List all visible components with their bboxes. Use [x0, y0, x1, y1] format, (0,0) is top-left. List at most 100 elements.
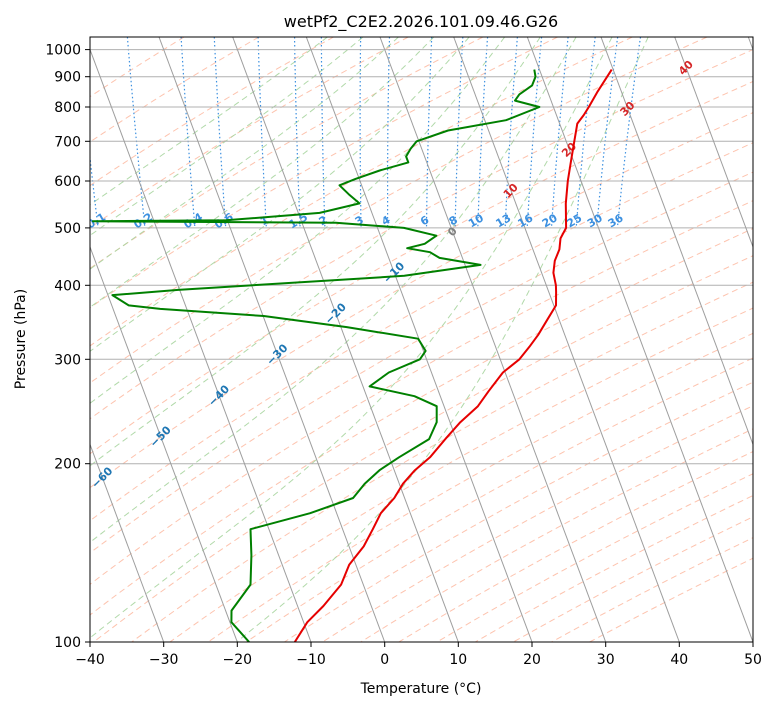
mixing-ratio-line: [596, 37, 619, 228]
isotherm-label: −10: [381, 259, 408, 286]
dry-adiabat-line: [474, 494, 753, 642]
dry-adiabat-line: [90, 142, 753, 522]
x-tick-label: 30: [597, 652, 615, 668]
x-tick-label: 0: [380, 652, 389, 668]
x-tick-label: −20: [223, 652, 253, 668]
mixing-ratio-label: 6: [418, 213, 431, 228]
isotherm-line: [90, 48, 312, 642]
isotherm-label: −40: [206, 382, 233, 409]
moist-adiabat-line: [90, 37, 541, 467]
dry-adiabat-line: [284, 381, 753, 642]
dry-adiabat-line: [207, 332, 753, 642]
y-tick-label: 600: [54, 174, 81, 190]
mixing-ratio-label: 3: [353, 213, 366, 228]
mixing-ratio-line: [387, 37, 391, 228]
mixing-ratio-line: [90, 152, 99, 228]
plot-frame: [89, 36, 754, 643]
x-tick-label: −40: [75, 652, 105, 668]
dry-adiabat-line: [90, 171, 753, 554]
isotherm-label: 30: [618, 99, 638, 119]
isotherm-label: −70: [30, 505, 57, 532]
y-tick-label: 900: [54, 70, 81, 86]
isotherm-line: [600, 37, 753, 446]
dry-adiabat-line: [90, 37, 484, 269]
y-tick-label: 800: [54, 100, 81, 116]
moist-adiabat-line: [90, 37, 328, 206]
isotherm-line: [526, 37, 753, 642]
y-tick-label: 500: [54, 221, 81, 237]
isotherm-label: 40: [676, 58, 696, 78]
y-tick-label: 700: [54, 134, 81, 150]
dewpoint-line: [91, 69, 541, 642]
dry-adiabat-line: [131, 281, 753, 642]
isotherm-line: [90, 443, 165, 642]
x-axis: −40 −30 −20 −10 0 10 20 30 40 50: [75, 642, 762, 668]
mixing-ratio-line: [616, 37, 642, 228]
isotherm-label: −20: [322, 300, 349, 327]
isotherm-label: −50: [147, 423, 174, 450]
isotherm-line: [674, 37, 753, 249]
y-tick-label: 100: [54, 635, 81, 651]
isobar-gridlines: [90, 49, 753, 642]
isotherms: [90, 37, 753, 642]
dry-adiabat-line: [90, 227, 753, 616]
x-axis-title: Temperature (°C): [360, 681, 482, 697]
y-tick-label: 300: [54, 352, 81, 368]
isotherm-label: −30: [264, 341, 291, 368]
moist-adiabat-line: [90, 37, 399, 270]
dry-adiabat-line: [513, 516, 753, 642]
mixing-ratio-label: 1: [258, 213, 271, 228]
dry-adiabat-line: [90, 37, 558, 309]
dry-adiabat-line: [245, 357, 753, 642]
y-axis: 100 200 300 400 500 600 700 800 900 1000: [45, 43, 90, 651]
mixing-ratio-label: 2: [317, 213, 330, 228]
dry-adiabats: [90, 37, 753, 642]
moist-adiabat-line: [90, 37, 577, 543]
moist-adiabat-line: [90, 37, 435, 308]
isotherm-line: [453, 37, 680, 642]
dry-adiabat-line: [90, 37, 708, 384]
dry-adiabat-line: [360, 428, 753, 642]
moist-adiabats: [90, 37, 649, 642]
x-tick-label: −30: [149, 652, 179, 668]
isotherm-line: [747, 37, 753, 52]
dry-adiabat-line: [322, 405, 753, 642]
isotherm-line: [90, 245, 238, 642]
y-tick-label: 400: [54, 278, 81, 294]
dry-adiabat-line: [90, 112, 753, 489]
isotherm-line: [158, 37, 386, 642]
mixing-ratio-line: [477, 37, 489, 228]
moist-adiabat-line: [90, 37, 506, 404]
chart-title: wetPf2_C2E2.2026.101.09.46.G26: [284, 12, 558, 32]
x-tick-label: 20: [523, 652, 541, 668]
moist-adiabat-line: [90, 37, 613, 639]
isotherm-line: [379, 37, 607, 642]
isotherm-line: [232, 37, 459, 642]
dry-adiabat-line: [551, 537, 753, 642]
y-tick-label: 200: [54, 457, 81, 473]
mixing-ratio-lines: [90, 37, 642, 228]
dry-adiabat-line: [90, 49, 753, 420]
temperature-line: [293, 69, 613, 642]
dry-adiabat-line: [90, 37, 260, 143]
y-tick-label: 1000: [45, 43, 81, 59]
dry-adiabat-line: [90, 37, 334, 187]
isotherm-label: 20: [559, 140, 579, 160]
mixing-ratio-line: [180, 37, 196, 228]
moist-adiabat-line: [90, 37, 470, 352]
dry-adiabat-line: [93, 255, 753, 642]
mixing-ratio-line: [257, 37, 267, 228]
mixing-ratio-line: [454, 37, 464, 228]
x-tick-label: −10: [296, 652, 326, 668]
mixing-ratio-line: [359, 37, 362, 228]
isotherm-label: −60: [89, 464, 116, 491]
dry-adiabat-line: [90, 200, 753, 585]
moist-adiabat-line: [90, 37, 364, 236]
dry-adiabat-line: [90, 37, 633, 347]
mixing-ratio-line: [320, 37, 326, 228]
mixing-ratio-line: [550, 37, 569, 228]
isotherm-label: 10: [501, 181, 521, 201]
x-tick-label: 40: [670, 652, 688, 668]
sounding-series: [91, 69, 613, 642]
